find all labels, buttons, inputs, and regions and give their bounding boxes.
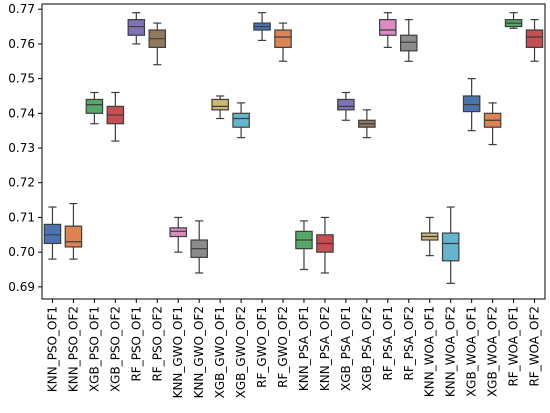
box-XGB_GWO_OF1 [211, 95, 229, 120]
iqr-box [127, 19, 146, 36]
x-tick-label: KNN_PSA_OF2 [318, 306, 332, 391]
box-RF_PSO_OF1 [127, 12, 146, 45]
iqr-box [462, 95, 481, 113]
iqr-box [85, 98, 104, 114]
box-XGB_PSO_OF2 [106, 91, 125, 142]
box-KNN_WOA_OF2 [441, 206, 460, 284]
box-XGB_GWO_OF2 [232, 102, 250, 139]
box-XGB_PSO_OF1 [85, 91, 104, 125]
box-XGB_PSA_OF1 [337, 91, 355, 121]
y-tick-label: 0.72 [8, 176, 35, 190]
x-tick-label: RF_WOA_OF1 [507, 306, 521, 387]
iqr-box [43, 223, 62, 245]
iqr-box [169, 227, 188, 238]
iqr-box [399, 34, 418, 52]
box-RF_WOA_OF2 [525, 19, 544, 62]
box-RF_PSA_OF2 [399, 19, 418, 62]
x-tick-label: KNN_WOA_OF1 [423, 306, 437, 397]
box-KNN_PSO_OF2 [64, 202, 83, 260]
boxes-layer [43, 12, 544, 284]
box-KNN_PSA_OF2 [316, 216, 334, 274]
iqr-box [379, 19, 397, 36]
box-KNN_GWO_OF1 [169, 216, 188, 253]
x-tick-label: RF_GWO_OF1 [255, 306, 269, 388]
iqr-box [525, 29, 544, 48]
y-tick-label: 0.74 [8, 106, 35, 120]
iqr-box [337, 98, 355, 111]
x-axis: KNN_PSO_OF1 KNN_PSO_OF2 XGB_PSO_OF1 XGB_PSO… [45, 299, 542, 398]
iqr-box [441, 232, 460, 262]
box-RF_PSA_OF1 [379, 12, 397, 48]
y-tick-label: 0.70 [8, 245, 35, 259]
y-axis: 0.69 0.70 0.71 0.72 0.73 0.74 0.75 0.76 0.77 [8, 2, 42, 294]
x-tick-label: KNN_GWO_OF1 [171, 306, 185, 398]
x-tick-label: XGB_WOA_OF2 [486, 306, 500, 397]
x-tick-label: RF_WOA_OF2 [528, 306, 542, 387]
x-tick-label: RF_PSA_OF1 [381, 306, 395, 381]
x-tick-label: XGB_GWO_OF2 [234, 306, 248, 398]
y-tick-label: 0.73 [8, 141, 35, 155]
x-tick-label: XGB_PSA_OF2 [360, 306, 374, 391]
y-tick-label: 0.76 [8, 37, 35, 51]
x-tick-label: RF_PSA_OF2 [402, 306, 416, 381]
box-KNN_WOA_OF1 [420, 216, 439, 257]
x-tick-label: KNN_PSA_OF1 [297, 306, 311, 391]
iqr-box [211, 98, 229, 111]
x-tick-label: XGB_PSA_OF1 [339, 306, 353, 391]
box-RF_GWO_OF2 [274, 22, 292, 62]
y-tick-label: 0.77 [8, 2, 35, 16]
x-tick-label: RF_GWO_OF2 [276, 306, 290, 388]
x-tick-label: RF_PSO_OF1 [129, 306, 143, 382]
x-tick-label: KNN_PSO_OF1 [45, 306, 59, 392]
box-KNN_GWO_OF2 [190, 220, 208, 274]
y-tick-label: 0.69 [8, 280, 35, 294]
iqr-box [274, 29, 292, 48]
iqr-box [64, 225, 83, 248]
box-XGB_WOA_OF1 [462, 78, 481, 132]
box-KNN_PSA_OF1 [295, 220, 313, 271]
box-XGB_PSA_OF2 [358, 109, 376, 139]
x-tick-label: KNN_GWO_OF2 [192, 306, 206, 398]
y-tick-label: 0.75 [8, 72, 35, 86]
box-KNN_PSO_OF1 [43, 206, 62, 260]
x-tick-label: KNN_WOA_OF2 [444, 306, 458, 397]
y-tick-label: 0.71 [8, 210, 35, 224]
x-tick-label: XGB_GWO_OF1 [213, 306, 227, 398]
x-tick-label: XGB_PSO_OF1 [87, 306, 101, 392]
plot-frame [41, 3, 546, 300]
iqr-box [232, 112, 250, 128]
x-tick-label: RF_PSO_OF2 [150, 306, 164, 382]
x-tick-label: KNN_PSO_OF2 [66, 306, 80, 392]
box-XGB_WOA_OF2 [483, 102, 502, 146]
box-RF_GWO_OF1 [253, 12, 271, 42]
x-tick-label: XGB_PSO_OF2 [108, 306, 122, 392]
x-tick-label: XGB_WOA_OF1 [465, 306, 479, 397]
box-RF_WOA_OF1 [504, 12, 523, 29]
box-RF_PSO_OF2 [148, 22, 167, 66]
